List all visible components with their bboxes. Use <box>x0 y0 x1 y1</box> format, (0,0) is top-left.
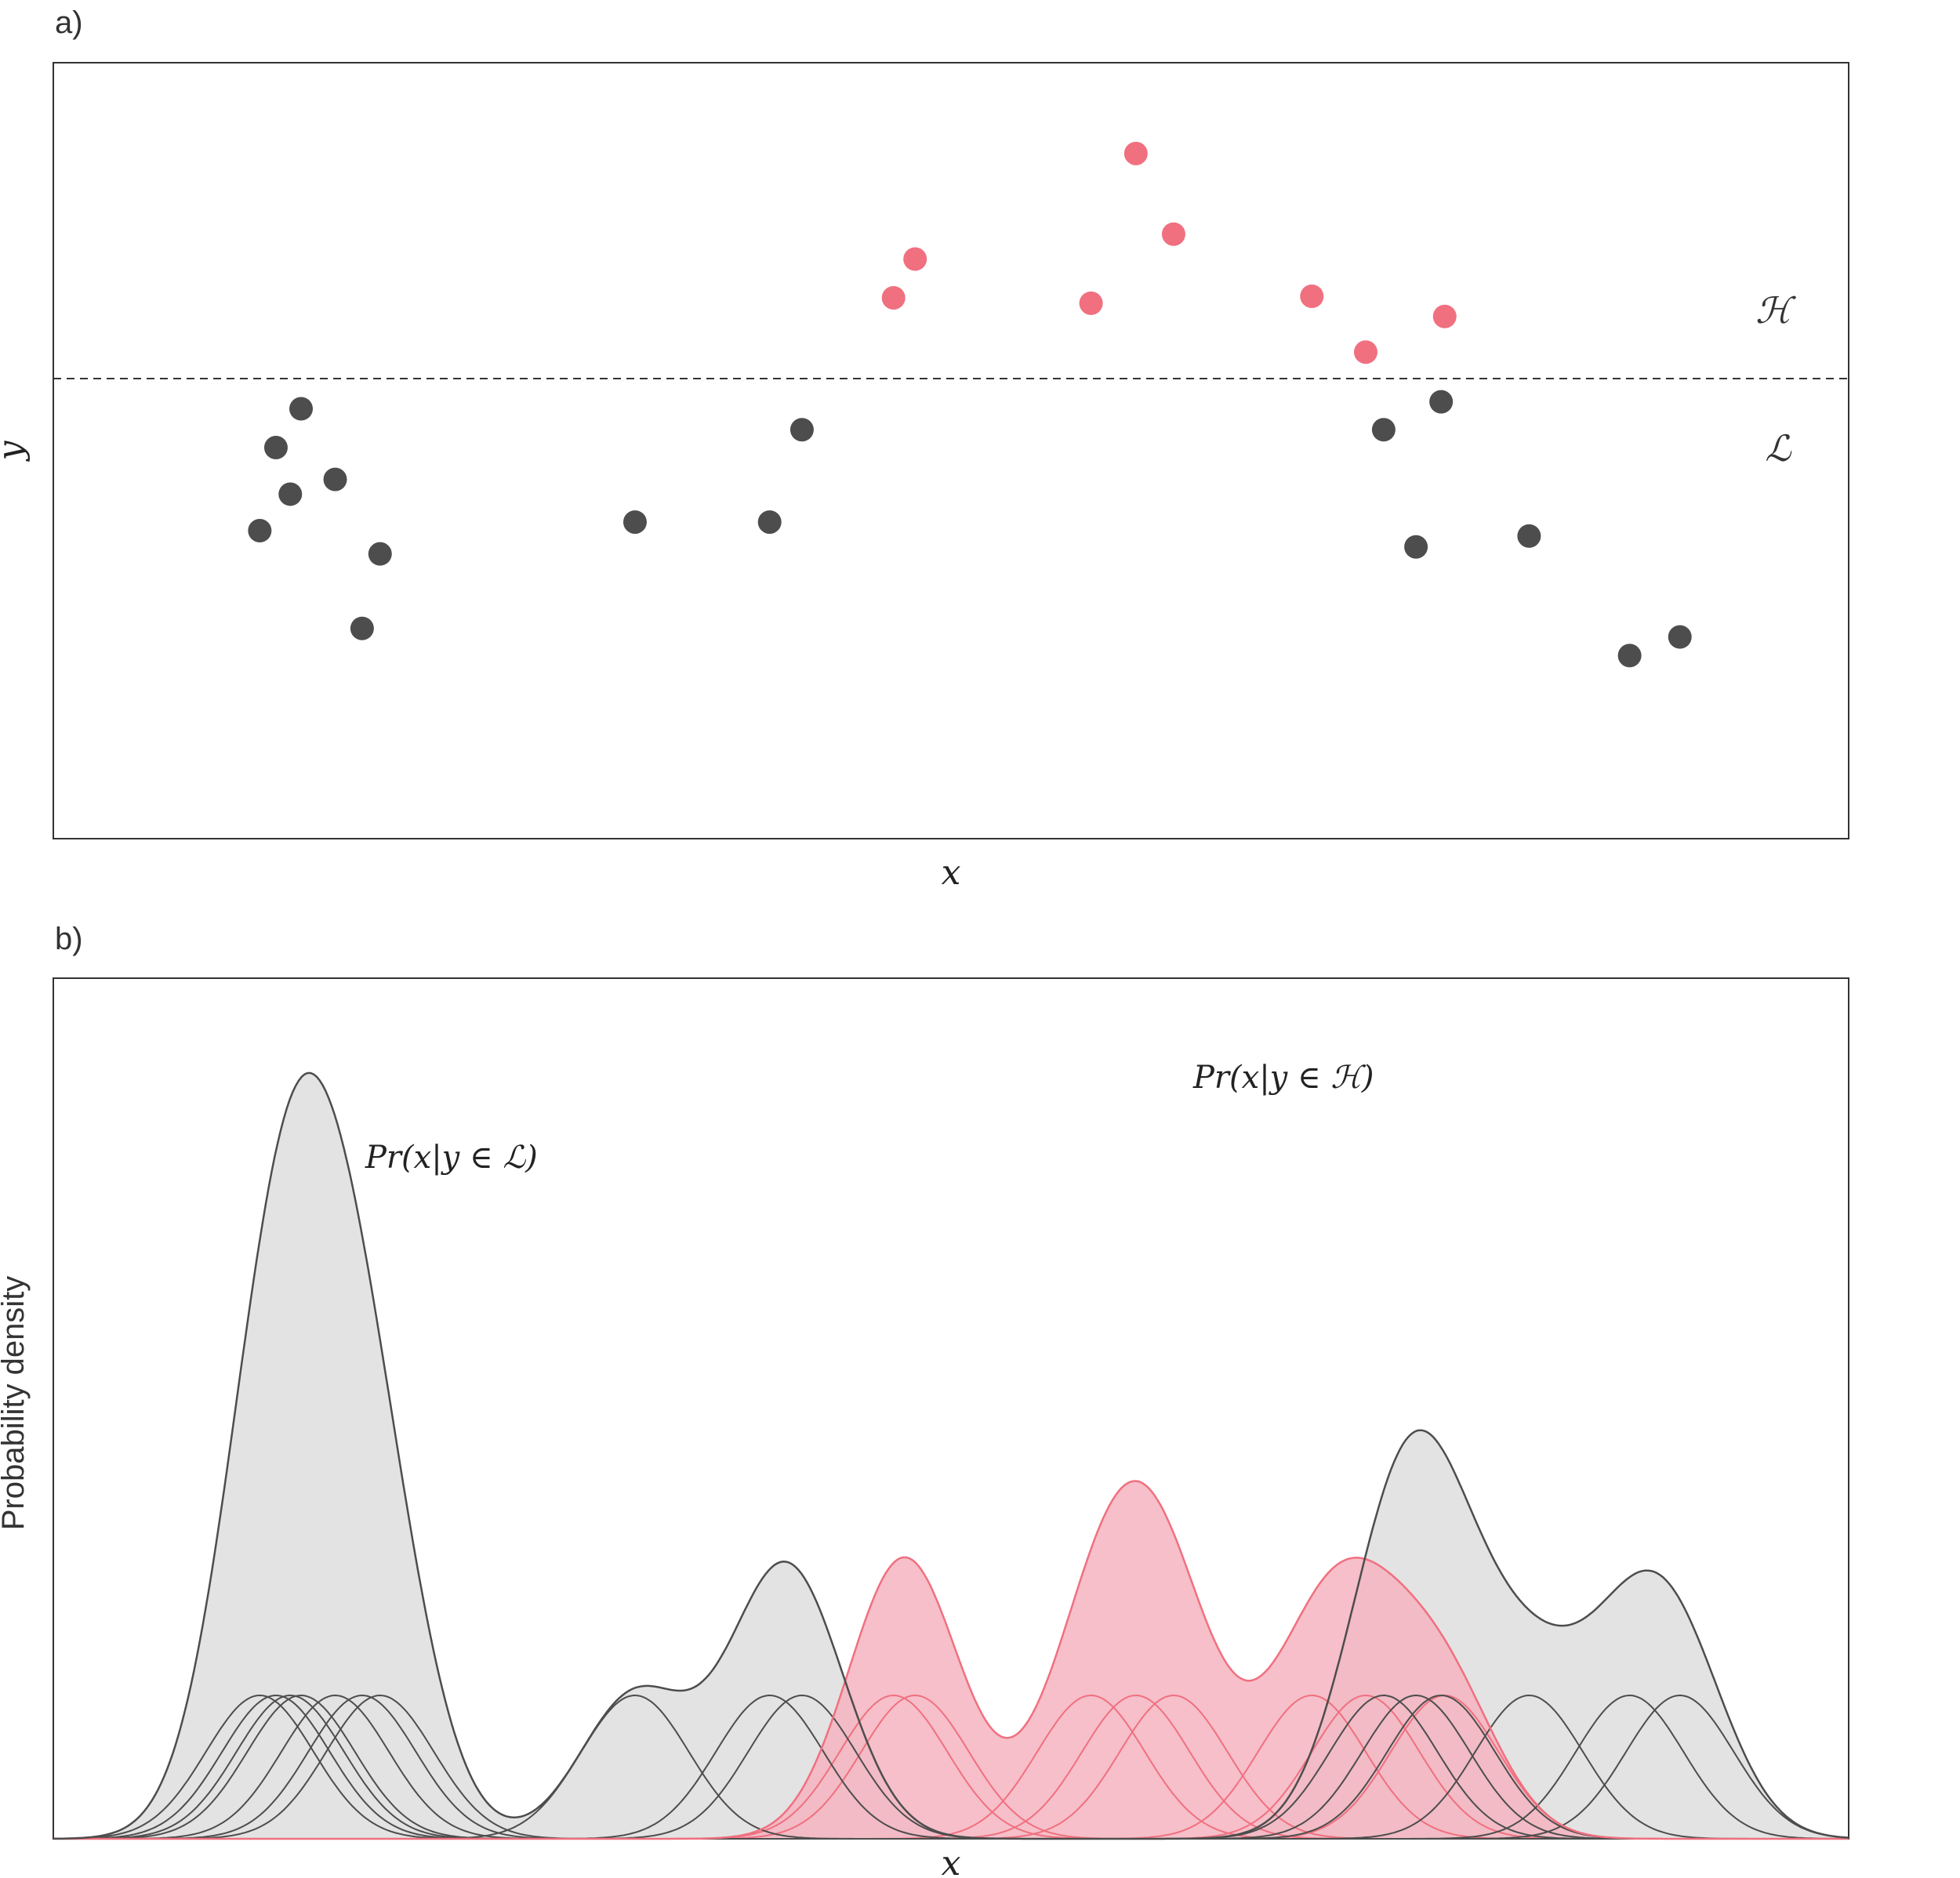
upper-region-label: ℋ <box>1755 289 1796 332</box>
lower-region-label: ℒ <box>1765 427 1791 470</box>
low-point <box>1404 535 1428 559</box>
panel-a-ylabel: y <box>0 440 31 462</box>
low-point <box>323 467 347 491</box>
high-density-label: Pr(x|y ∈ ℋ) <box>1192 1060 1374 1096</box>
high-point <box>881 285 906 310</box>
low-point <box>368 542 392 566</box>
low-point <box>1668 625 1692 649</box>
panel-a-frame <box>53 62 1849 839</box>
low-point <box>757 510 782 535</box>
scatter-points <box>248 141 1692 668</box>
low-density-curve <box>53 1071 1849 1840</box>
high-point <box>1161 222 1185 246</box>
high-point <box>1432 304 1457 328</box>
low-point <box>278 482 303 506</box>
panel-b-xlabel: x <box>942 1844 961 1878</box>
high-point <box>903 247 927 271</box>
high-density-curve <box>53 1480 1849 1840</box>
low-point <box>350 616 374 640</box>
low-point <box>789 418 814 442</box>
high-point <box>1079 291 1103 315</box>
density-layer <box>53 1071 1849 1840</box>
high-point <box>1300 284 1324 308</box>
high-point <box>1123 141 1148 165</box>
low-point <box>1617 644 1642 668</box>
low-point <box>263 436 288 460</box>
panel-a-label: a) <box>55 5 83 40</box>
low-point <box>1517 524 1541 548</box>
high-density-area <box>53 1481 1849 1839</box>
low-point <box>1371 418 1396 442</box>
low-point <box>622 510 647 535</box>
panel-b-ylabel: Probability density <box>0 1276 31 1531</box>
high-point <box>1353 340 1377 364</box>
low-point <box>248 518 272 542</box>
panel-b-label: b) <box>55 922 83 956</box>
low-point <box>1429 390 1454 414</box>
low-density-label: Pr(x|y ∈ ℒ) <box>365 1140 538 1176</box>
panel-a-xlabel: x <box>942 853 961 893</box>
low-point <box>289 397 314 421</box>
